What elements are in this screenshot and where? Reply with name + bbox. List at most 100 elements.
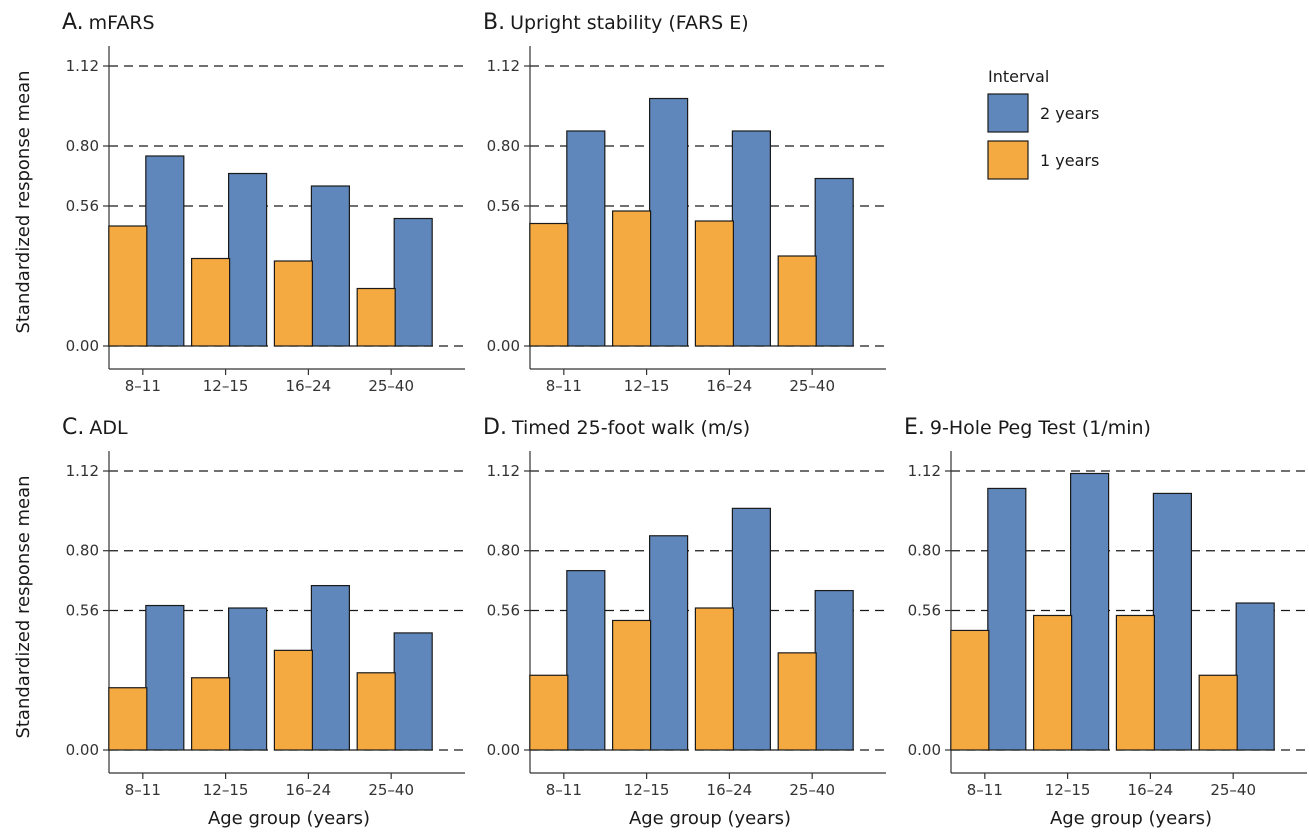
bar-2-years-16-24 <box>310 185 350 347</box>
bar-2-years-16-24 <box>310 584 350 751</box>
legend-swatch-2-years <box>987 93 1029 133</box>
panel-title: A. mFARS <box>62 10 155 35</box>
panel-title-text: ADL <box>89 417 128 439</box>
legend: Interval 2 years 1 years <box>987 67 1099 180</box>
bar-2-years-16-24 <box>1152 492 1192 751</box>
panel-title-text: Upright stability (FARS E) <box>510 12 749 34</box>
bar-2-years-8-11 <box>987 487 1027 751</box>
bar-1-years-25-40 <box>356 672 396 751</box>
x-tick-label: 25–40 <box>1210 781 1256 799</box>
bar-1-years-8-11 <box>108 687 148 751</box>
panel-e: E. 9-Hole Peg Test (1/min) 0.00 0.56 0.80 1.1… <box>904 415 1307 799</box>
bar-2-years-25-40 <box>1235 602 1275 751</box>
bar-1-years-8-11 <box>529 674 569 751</box>
bar-1-years-25-40 <box>356 287 396 347</box>
x-tick-label: 25–40 <box>789 377 835 395</box>
panel-letter: C. <box>62 415 84 440</box>
y-tick-label: 0.00 <box>908 741 941 759</box>
bar-2-years-25-40 <box>393 632 433 751</box>
x-tick-label: 16–24 <box>707 377 753 395</box>
bar-1-years-12-15 <box>612 210 652 347</box>
y-axis-title-bottom: Standardized response mean <box>13 475 34 738</box>
y-tick-label: 0.56 <box>487 197 520 215</box>
x-tick-label: 25–40 <box>368 377 414 395</box>
panel-b: B. Upright stability (FARS E) 0.00 0.56 0.80… <box>483 10 886 395</box>
x-tick-label: 12–15 <box>203 377 249 395</box>
bar-2-years-8-11 <box>566 130 606 347</box>
panel-letter: B. <box>483 10 505 35</box>
bar-2-years-12-15 <box>649 535 689 751</box>
y-tick-label: 0.80 <box>66 542 99 560</box>
panel-title: D. Timed 25-foot walk (m/s) <box>483 415 750 440</box>
x-tick-label: 12–15 <box>624 781 670 799</box>
panels-layer: A. mFARS 0.00 0.56 0.80 1.12 8–11 12–15 16–24 25–… <box>62 10 1307 799</box>
x-tick-label: 16–24 <box>707 781 753 799</box>
x-tick-label: 16–24 <box>286 781 332 799</box>
x-axis-title-e: Age group (years) <box>1050 808 1212 829</box>
y-tick-label: 0.56 <box>66 602 99 620</box>
panel-title-text: mFARS <box>89 12 155 34</box>
y-tick-label: 1.12 <box>908 462 941 480</box>
panel-letter: D. <box>483 415 507 440</box>
y-tick-label: 0.80 <box>66 137 99 155</box>
legend-swatch-1-years <box>987 140 1029 180</box>
panel-title: E. 9-Hole Peg Test (1/min) <box>904 415 1151 440</box>
bar-1-years-12-15 <box>191 257 231 347</box>
x-tick-label: 25–40 <box>789 781 835 799</box>
panel-a: A. mFARS 0.00 0.56 0.80 1.12 8–11 12–15 16–24 25–… <box>62 10 465 395</box>
panel-d: D. Timed 25-foot walk (m/s) 0.00 0.56 0.80 1.… <box>483 415 886 799</box>
bar-1-years-16-24 <box>694 607 734 751</box>
panel-title-text: 9-Hole Peg Test (1/min) <box>930 417 1151 439</box>
x-axis-title-d: Age group (years) <box>629 808 791 829</box>
x-tick-label: 8–11 <box>125 781 161 799</box>
bar-1-years-16-24 <box>1115 614 1155 751</box>
bar-2-years-8-11 <box>145 155 185 347</box>
y-tick-label: 0.56 <box>487 602 520 620</box>
bar-1-years-12-15 <box>612 619 652 751</box>
bar-2-years-25-40 <box>814 177 854 347</box>
bar-2-years-16-24 <box>731 507 771 751</box>
x-tick-label: 25–40 <box>368 781 414 799</box>
y-tick-label: 1.12 <box>66 57 99 75</box>
x-tick-label: 16–24 <box>286 377 332 395</box>
x-tick-label: 8–11 <box>125 377 161 395</box>
panel-title-text: Timed 25-foot walk (m/s) <box>511 417 750 439</box>
y-tick-label: 0.80 <box>908 542 941 560</box>
y-tick-label: 0.80 <box>487 542 520 560</box>
bar-2-years-16-24 <box>731 130 771 347</box>
bar-2-years-12-15 <box>228 172 268 347</box>
bar-2-years-12-15 <box>1070 472 1110 751</box>
panel-title: C. ADL <box>62 415 128 440</box>
x-tick-label: 8–11 <box>546 377 582 395</box>
bar-2-years-25-40 <box>393 217 433 347</box>
y-tick-label: 0.80 <box>487 137 520 155</box>
y-tick-label: 0.00 <box>66 741 99 759</box>
legend-label-1-years: 1 years <box>1040 151 1099 170</box>
y-tick-label: 1.12 <box>66 462 99 480</box>
bar-1-years-25-40 <box>777 255 817 347</box>
y-tick-label: 0.00 <box>487 741 520 759</box>
x-tick-label: 12–15 <box>1045 781 1091 799</box>
bar-2-years-8-11 <box>566 570 606 751</box>
bar-1-years-25-40 <box>777 652 817 751</box>
bar-1-years-12-15 <box>1033 614 1073 751</box>
y-tick-label: 0.56 <box>66 197 99 215</box>
y-axis-title-top: Standardized response mean <box>13 70 34 333</box>
bar-2-years-25-40 <box>814 589 854 751</box>
x-tick-label: 16–24 <box>1128 781 1174 799</box>
x-axis-title-c: Age group (years) <box>208 808 370 829</box>
x-tick-label: 12–15 <box>624 377 670 395</box>
y-tick-label: 1.12 <box>487 462 520 480</box>
bar-2-years-8-11 <box>145 604 185 751</box>
bar-1-years-25-40 <box>1198 674 1238 751</box>
x-tick-label: 12–15 <box>203 781 249 799</box>
bar-1-years-16-24 <box>273 649 313 751</box>
y-tick-label: 1.12 <box>487 57 520 75</box>
bar-1-years-8-11 <box>950 629 990 751</box>
x-tick-label: 8–11 <box>546 781 582 799</box>
x-tick-label: 8–11 <box>967 781 1003 799</box>
legend-title: Interval <box>988 67 1049 86</box>
bar-2-years-12-15 <box>228 607 268 751</box>
panel-title: B. Upright stability (FARS E) <box>483 10 749 35</box>
